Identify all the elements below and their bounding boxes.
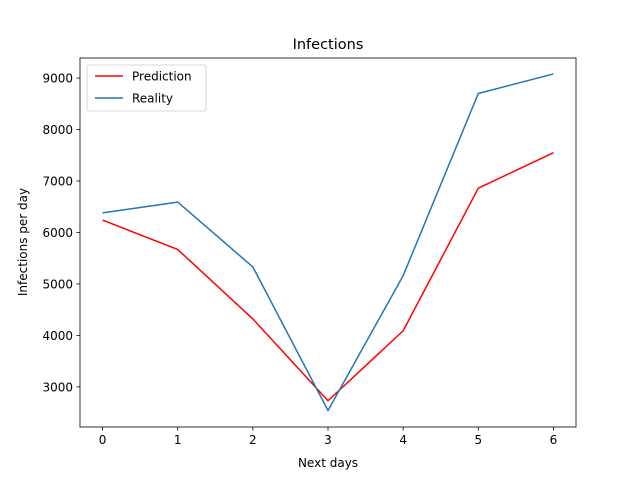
x-axis-label: Next days: [298, 456, 358, 470]
legend-item: Reality: [95, 92, 173, 106]
x-tick-label: 3: [324, 433, 332, 447]
x-tick-label: 6: [550, 433, 558, 447]
axes-frame: [79, 57, 577, 428]
x-tick-label: 2: [249, 433, 257, 447]
y-tick-label: 6000: [42, 226, 73, 240]
y-axis-label: Infections per day: [16, 188, 30, 296]
x-tick-label: 4: [399, 433, 407, 447]
legend-label: Reality: [132, 92, 173, 106]
y-tick-label: 9000: [42, 72, 73, 86]
plot-area: 0 1 2 3 4 5 6 3000 4000 5000 6000 7000 8000 9000 Predi…: [42, 57, 577, 447]
series-line-prediction: [102, 152, 554, 402]
legend-label: Prediction: [132, 70, 192, 84]
x-tick-label: 1: [174, 433, 182, 447]
legend: Prediction Reality: [86, 64, 207, 112]
legend-item: Prediction: [95, 70, 192, 84]
y-tick-label: 3000: [42, 380, 73, 394]
y-tick-label: 4000: [42, 329, 73, 343]
x-tick-label: 5: [474, 433, 482, 447]
y-tick-label: 7000: [42, 175, 73, 189]
series-line-reality: [102, 73, 554, 412]
y-tick-label: 8000: [42, 123, 73, 137]
chart-title: Infections: [293, 37, 364, 53]
x-tick-label: 0: [99, 433, 107, 447]
y-tick-label: 5000: [42, 277, 73, 291]
